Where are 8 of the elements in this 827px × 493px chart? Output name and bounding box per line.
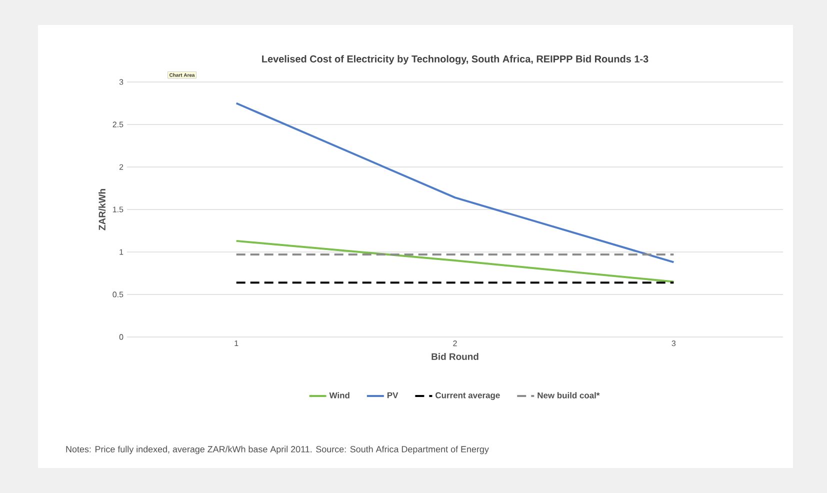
text: Notes: Price fully indexed, average ZAR/kWh base April 2011. Source: South Africa Department of Energy — [66, 446, 489, 454]
legend-label: PV — [387, 392, 398, 398]
legend-label: New build coal* — [538, 392, 600, 398]
legend-label: Wind — [329, 392, 350, 398]
x-axis-title: Bid Round — [432, 352, 478, 360]
legend-label: Current average — [436, 392, 500, 400]
y-axis-title: ZAR/kWh — [98, 189, 106, 230]
chart-title: Levelised Cost of Electricity by Technology, South Africa, REIPPP Bid Rounds 1-3 — [262, 55, 648, 64]
